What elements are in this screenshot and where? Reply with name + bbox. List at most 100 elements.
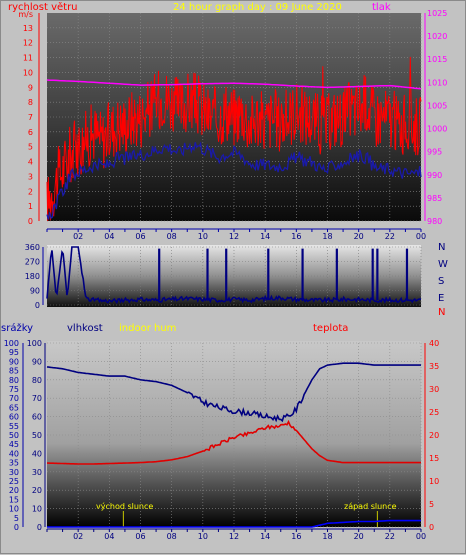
wind-speed-tick-label: 3 [28,172,33,181]
wind-speed-tick-label: 10 [23,68,33,77]
rain-tick-label: 95 [9,348,19,357]
rain-tick-label: 55 [9,422,19,431]
wind-speed-tick-label: 2 [28,187,33,196]
wind-direction-line [46,246,421,305]
humidity-tick-label: 70 [32,394,42,403]
wind-speed-tick-label: 11 [23,54,33,63]
wind-x-tick-label: 20 [354,232,364,241]
humidity-tick-label: 30 [32,468,42,477]
rain-tick-label: 75 [9,385,19,394]
indoor-humidity-legend: indoor hum [119,323,176,334]
wind-speed-tick-label: 12 [23,39,33,48]
temperature-tick-label: 35 [429,362,439,371]
humidity-line [46,362,421,423]
rain-tick-label: 0 [14,523,19,532]
pressure-tick-label: 990 [427,171,442,180]
rain-tick-label: 70 [9,394,19,403]
pressure-tick-label: 980 [427,217,442,226]
wind-x-tick-label: 16 [291,232,301,241]
wind-x-tick-label: 02 [73,232,83,241]
compass-label-n: N [438,307,445,318]
wind-x-tick-label: 04 [104,232,114,241]
wind-x-tick-label: 12 [229,232,239,241]
humidity-x-tick-label: 18 [322,532,332,541]
rain-tick-label: 65 [9,403,19,412]
rain-tick-label: 30 [9,468,19,477]
humidity-tick-label: 10 [32,505,42,514]
direction-tick-label: 360 [25,243,40,252]
wind-x-tick-label: 06 [135,232,145,241]
direction-tick-label: 270 [25,258,40,267]
humidity-x-tick-label: 08 [167,532,177,541]
rain-tick-label: 15 [9,495,19,504]
rain-tick-label: 5 [14,514,19,523]
humidity-tick-label: 90 [32,357,42,366]
temperature-tick-label: 30 [429,385,439,394]
temperature-line [47,419,421,465]
wind-x-tick-label: 00 [416,232,426,241]
pressure-tick-label: 1000 [427,125,447,134]
rain-tick-label: 100 [4,339,19,348]
temperature-tick-label: 5 [429,500,434,509]
rain-tick-label: 60 [9,413,19,422]
chart-title: 24 hour graph day : 09 June 2020 [173,2,342,13]
rain-tick-label: 90 [9,357,19,366]
humidity-tick-label: 50 [32,431,42,440]
rain-tick-label: 50 [9,431,19,440]
temperature-tick-label: 20 [429,431,439,440]
wind-average-line [46,141,422,220]
wind-speed-unit-label: m/s [18,10,33,19]
wind-x-tick-label: 14 [260,232,270,241]
pressure-tick-label: 995 [427,148,442,157]
wind-speed-axis-title: rychlost větru [8,1,78,13]
humidity-tick-label: 20 [32,486,42,495]
humidity-x-tick-label: 06 [135,532,145,541]
direction-tick-label: 90 [30,287,40,296]
wind-speed-tick-label: 13 [23,24,33,33]
compass-label-w: W [438,259,448,270]
wind-x-tick-label: 22 [385,232,395,241]
humidity-x-tick-label: 10 [198,532,208,541]
humidity-x-tick-label: 12 [229,532,239,541]
wind-gust-line [46,56,422,222]
compass-label-e: E [438,293,444,304]
humidity-tick-label: 40 [32,449,42,458]
humidity-axis-title: vlhkost [67,323,103,334]
wind-x-tick-label: 18 [322,232,332,241]
wind-speed-tick-label: 6 [28,128,33,137]
direction-tick-label: 180 [25,272,40,281]
rain-axis-title: srážky [1,322,33,334]
compass-label-s: S [438,276,444,287]
compass-label-n: N [438,242,445,253]
humidity-x-tick-label: 20 [354,532,364,541]
humidity-x-tick-label: 00 [416,532,426,541]
temperature-axis-title: teplota [313,323,348,334]
sunset-label: západ slunce [344,502,397,511]
wind-speed-tick-label: 1 [28,202,33,211]
humidity-x-tick-label: 22 [385,532,395,541]
temperature-tick-label: 40 [429,339,439,348]
pressure-tick-label: 1005 [427,101,447,110]
pressure-line [46,79,422,90]
humidity-x-tick-label: 04 [104,532,114,541]
wind-speed-tick-label: 7 [28,113,33,122]
humidity-tick-label: 0 [37,523,42,532]
temperature-tick-label: 10 [429,477,439,486]
pressure-tick-label: 1015 [427,55,447,64]
pressure-tick-label: 1020 [427,32,447,41]
humidity-x-tick-label: 02 [73,532,83,541]
temperature-tick-label: 25 [429,408,439,417]
wind-x-tick-label: 08 [167,232,177,241]
sunrise-label: východ slunce [96,502,153,511]
rain-tick-label: 85 [9,367,19,376]
wind-speed-tick-label: 8 [28,98,33,107]
humidity-tick-label: 100 [27,339,42,348]
humidity-x-tick-label: 16 [291,532,301,541]
rain-tick-label: 40 [9,449,19,458]
direction-tick-label: 0 [35,301,40,310]
rain-tick-label: 10 [9,505,19,514]
wind-speed-tick-label: 0 [28,217,33,226]
pressure-tick-label: 1025 [427,9,447,18]
